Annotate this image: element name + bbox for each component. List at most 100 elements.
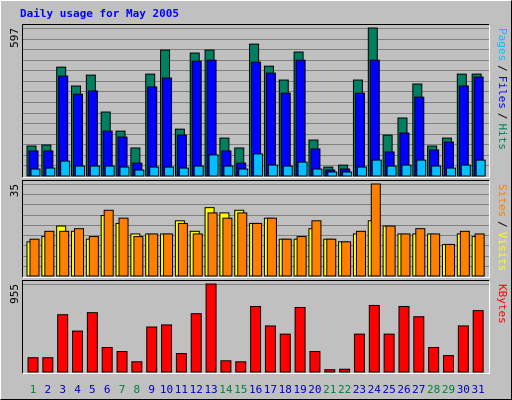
panel-bevel [22, 280, 490, 374]
bar [164, 166, 175, 177]
legend-separator: / [496, 221, 509, 228]
bar [368, 304, 380, 373]
bar [116, 351, 128, 373]
bar [309, 351, 321, 373]
x-tick-label: 2 [45, 383, 52, 396]
bar [101, 346, 113, 373]
bar [191, 60, 202, 177]
bar [253, 153, 264, 177]
x-tick-label: 22 [338, 383, 351, 396]
bar [86, 312, 98, 373]
legend-entry: Hits [496, 124, 509, 151]
bar [294, 306, 306, 373]
bar [296, 236, 307, 277]
legend-entry: Sites [496, 184, 509, 217]
bar [131, 361, 143, 373]
bar [175, 353, 187, 373]
bar [266, 217, 277, 277]
bar [353, 333, 365, 373]
bar [324, 369, 336, 373]
bar [88, 236, 99, 277]
x-tick-label: 9 [148, 383, 155, 396]
x-tick-label: 14 [219, 383, 233, 396]
x-tick-label: 21 [323, 383, 336, 396]
bar [178, 167, 189, 177]
panel-bevel [22, 180, 490, 278]
bar [267, 164, 278, 177]
bar [222, 217, 233, 277]
bar [385, 225, 396, 277]
legend-entry: Pages [496, 28, 509, 61]
x-tick-label: 16 [249, 383, 262, 396]
bar [282, 165, 293, 177]
legend-entry: KBytes [496, 284, 509, 324]
bar [72, 330, 84, 373]
bar [280, 92, 291, 177]
chart-title: Daily usage for May 2005 [20, 7, 179, 20]
bar [415, 228, 426, 277]
bar [149, 166, 160, 177]
x-tick-label: 28 [427, 383, 440, 396]
x-tick-label: 17 [264, 383, 277, 396]
bar [458, 85, 469, 177]
bar [460, 164, 471, 177]
bar [87, 90, 98, 177]
bar [146, 326, 158, 373]
y-tick-label: 597 [8, 28, 21, 48]
bar [355, 230, 366, 277]
bar [235, 361, 247, 373]
legend-entry: Files [496, 76, 509, 109]
bar [193, 165, 204, 177]
bar [295, 59, 306, 177]
bar [444, 243, 455, 277]
x-tick-label: 1 [30, 383, 37, 396]
x-tick-label: 8 [134, 383, 141, 396]
bar [474, 233, 485, 277]
bar [190, 313, 202, 373]
legend: Pages / Files / Hits [496, 28, 509, 150]
bar [161, 324, 173, 373]
bar [147, 86, 158, 177]
bar [220, 360, 232, 373]
bar [89, 165, 100, 177]
panel-bevel [22, 24, 490, 178]
bar [457, 325, 469, 373]
legend-separator: / [496, 113, 509, 120]
bar [341, 241, 352, 277]
x-tick-label: 23 [353, 383, 366, 396]
x-tick-label: 13 [204, 383, 217, 396]
bar [413, 316, 425, 373]
bar [369, 59, 380, 177]
bar [208, 154, 219, 177]
bar [44, 230, 55, 277]
bar [119, 166, 130, 177]
bar [265, 72, 276, 177]
bar [57, 314, 69, 373]
x-tick-label: 15 [234, 383, 247, 396]
x-tick-label: 20 [308, 383, 321, 396]
x-tick-label: 30 [457, 383, 470, 396]
bar [30, 168, 41, 177]
bar [383, 333, 395, 373]
bar [459, 230, 470, 277]
x-tick-label: 29 [442, 383, 455, 396]
bar [29, 238, 40, 277]
legend: Sites / Visits [496, 184, 509, 272]
bar [327, 171, 338, 177]
x-tick-label: 7 [119, 383, 126, 396]
x-tick-label: 31 [472, 383, 485, 396]
panel-bevel [22, 24, 490, 178]
x-tick-label: 11 [175, 383, 188, 396]
bar [312, 168, 323, 177]
x-tick-label: 4 [74, 383, 81, 396]
bar [430, 233, 441, 277]
x-tick-label: 25 [383, 383, 396, 396]
bar [205, 283, 217, 373]
legend-separator: / [496, 65, 509, 72]
x-tick-label: 19 [293, 383, 306, 396]
legend: KBytes [496, 284, 509, 324]
bar [297, 161, 308, 177]
bar [162, 77, 173, 177]
bar [428, 346, 440, 373]
bar [148, 233, 159, 277]
